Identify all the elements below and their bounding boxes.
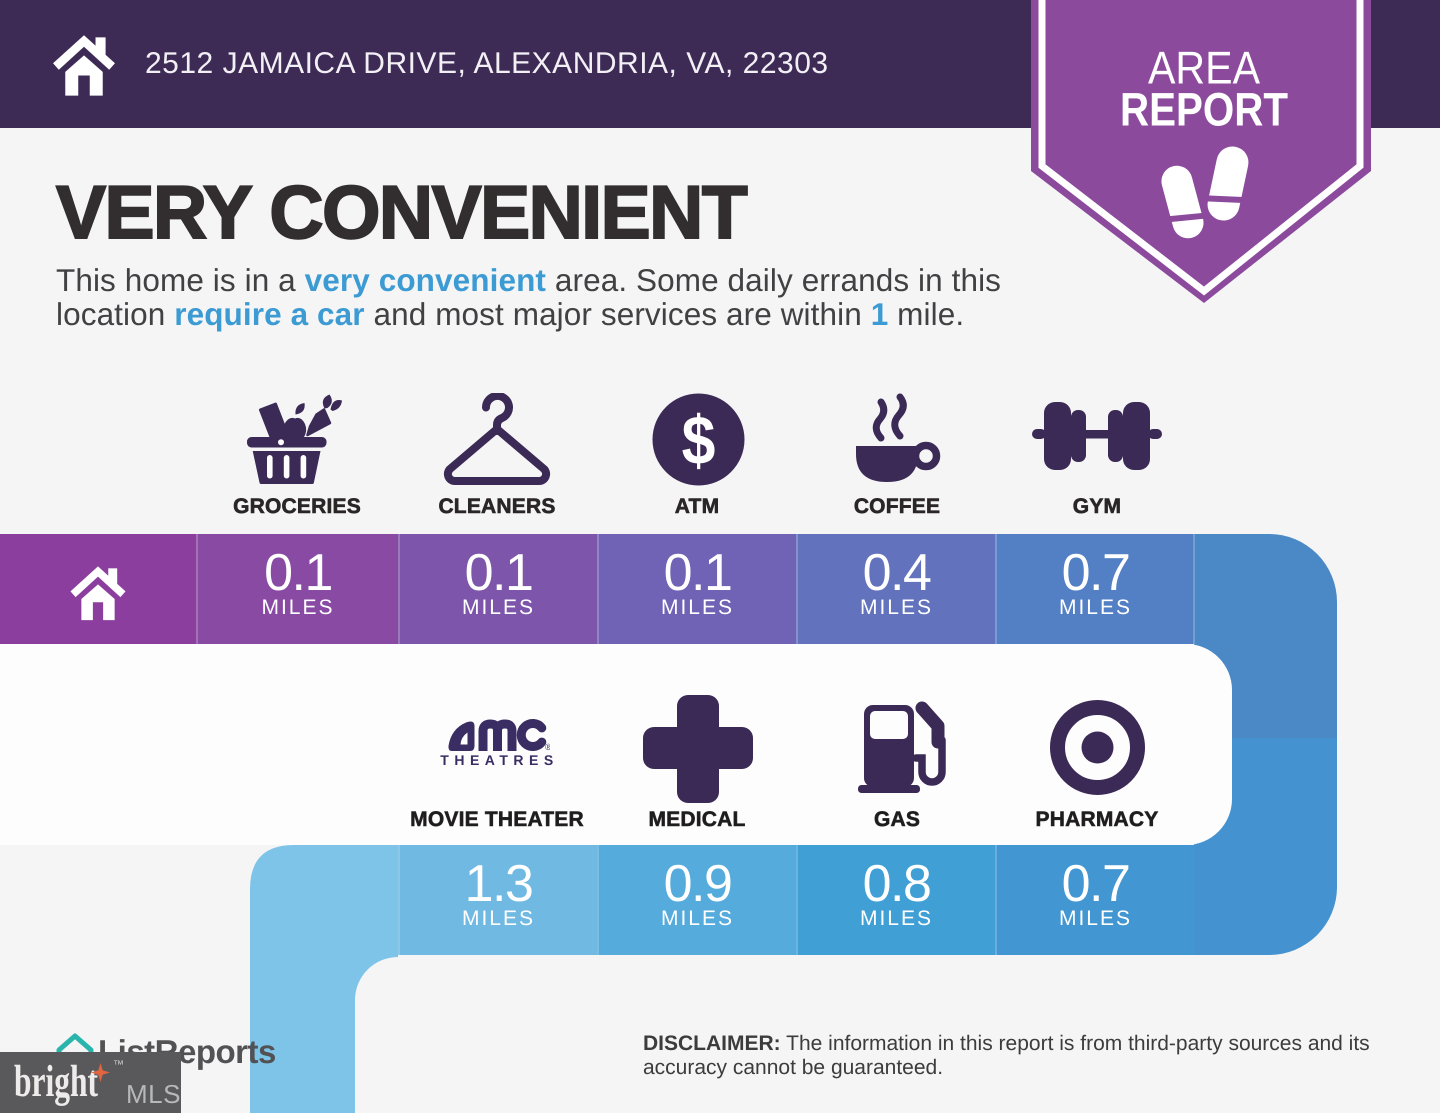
svg-text:$: $ — [682, 402, 716, 479]
svg-text:REPORT: REPORT — [1120, 83, 1288, 136]
svg-text:®: ® — [545, 742, 550, 752]
svg-text:AREA: AREA — [1148, 42, 1260, 94]
